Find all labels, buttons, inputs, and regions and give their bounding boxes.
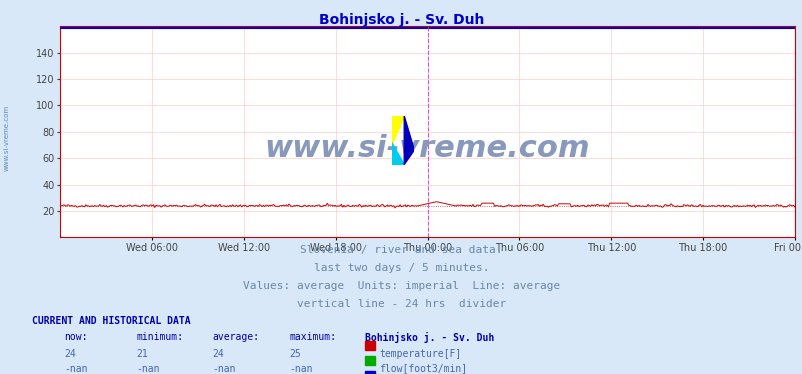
Text: 24: 24 xyxy=(64,349,76,359)
Text: temperature[F]: temperature[F] xyxy=(379,349,460,359)
Polygon shape xyxy=(391,142,403,165)
Text: minimum:: minimum: xyxy=(136,332,184,342)
Text: www.si-vreme.com: www.si-vreme.com xyxy=(265,134,589,163)
Text: Values: average  Units: imperial  Line: average: Values: average Units: imperial Line: av… xyxy=(242,281,560,291)
Text: average:: average: xyxy=(213,332,260,342)
Polygon shape xyxy=(403,116,414,165)
Polygon shape xyxy=(391,116,403,142)
Text: maximum:: maximum: xyxy=(289,332,336,342)
Text: -nan: -nan xyxy=(213,364,236,374)
Text: flow[foot3/min]: flow[foot3/min] xyxy=(379,364,467,374)
Text: -nan: -nan xyxy=(136,364,160,374)
Text: 21: 21 xyxy=(136,349,148,359)
Text: CURRENT AND HISTORICAL DATA: CURRENT AND HISTORICAL DATA xyxy=(32,316,191,326)
Text: 24: 24 xyxy=(213,349,225,359)
Text: now:: now: xyxy=(64,332,87,342)
Text: Bohinjsko j. - Sv. Duh: Bohinjsko j. - Sv. Duh xyxy=(365,332,494,343)
Text: Bohinjsko j. - Sv. Duh: Bohinjsko j. - Sv. Duh xyxy=(318,13,484,27)
Text: last two days / 5 minutes.: last two days / 5 minutes. xyxy=(314,263,488,273)
Text: www.si-vreme.com: www.si-vreme.com xyxy=(3,105,10,171)
Text: -nan: -nan xyxy=(289,364,312,374)
Text: 25: 25 xyxy=(289,349,301,359)
Text: Slovenia / river and sea data.: Slovenia / river and sea data. xyxy=(300,245,502,255)
Text: vertical line - 24 hrs  divider: vertical line - 24 hrs divider xyxy=(297,299,505,309)
Text: -nan: -nan xyxy=(64,364,87,374)
